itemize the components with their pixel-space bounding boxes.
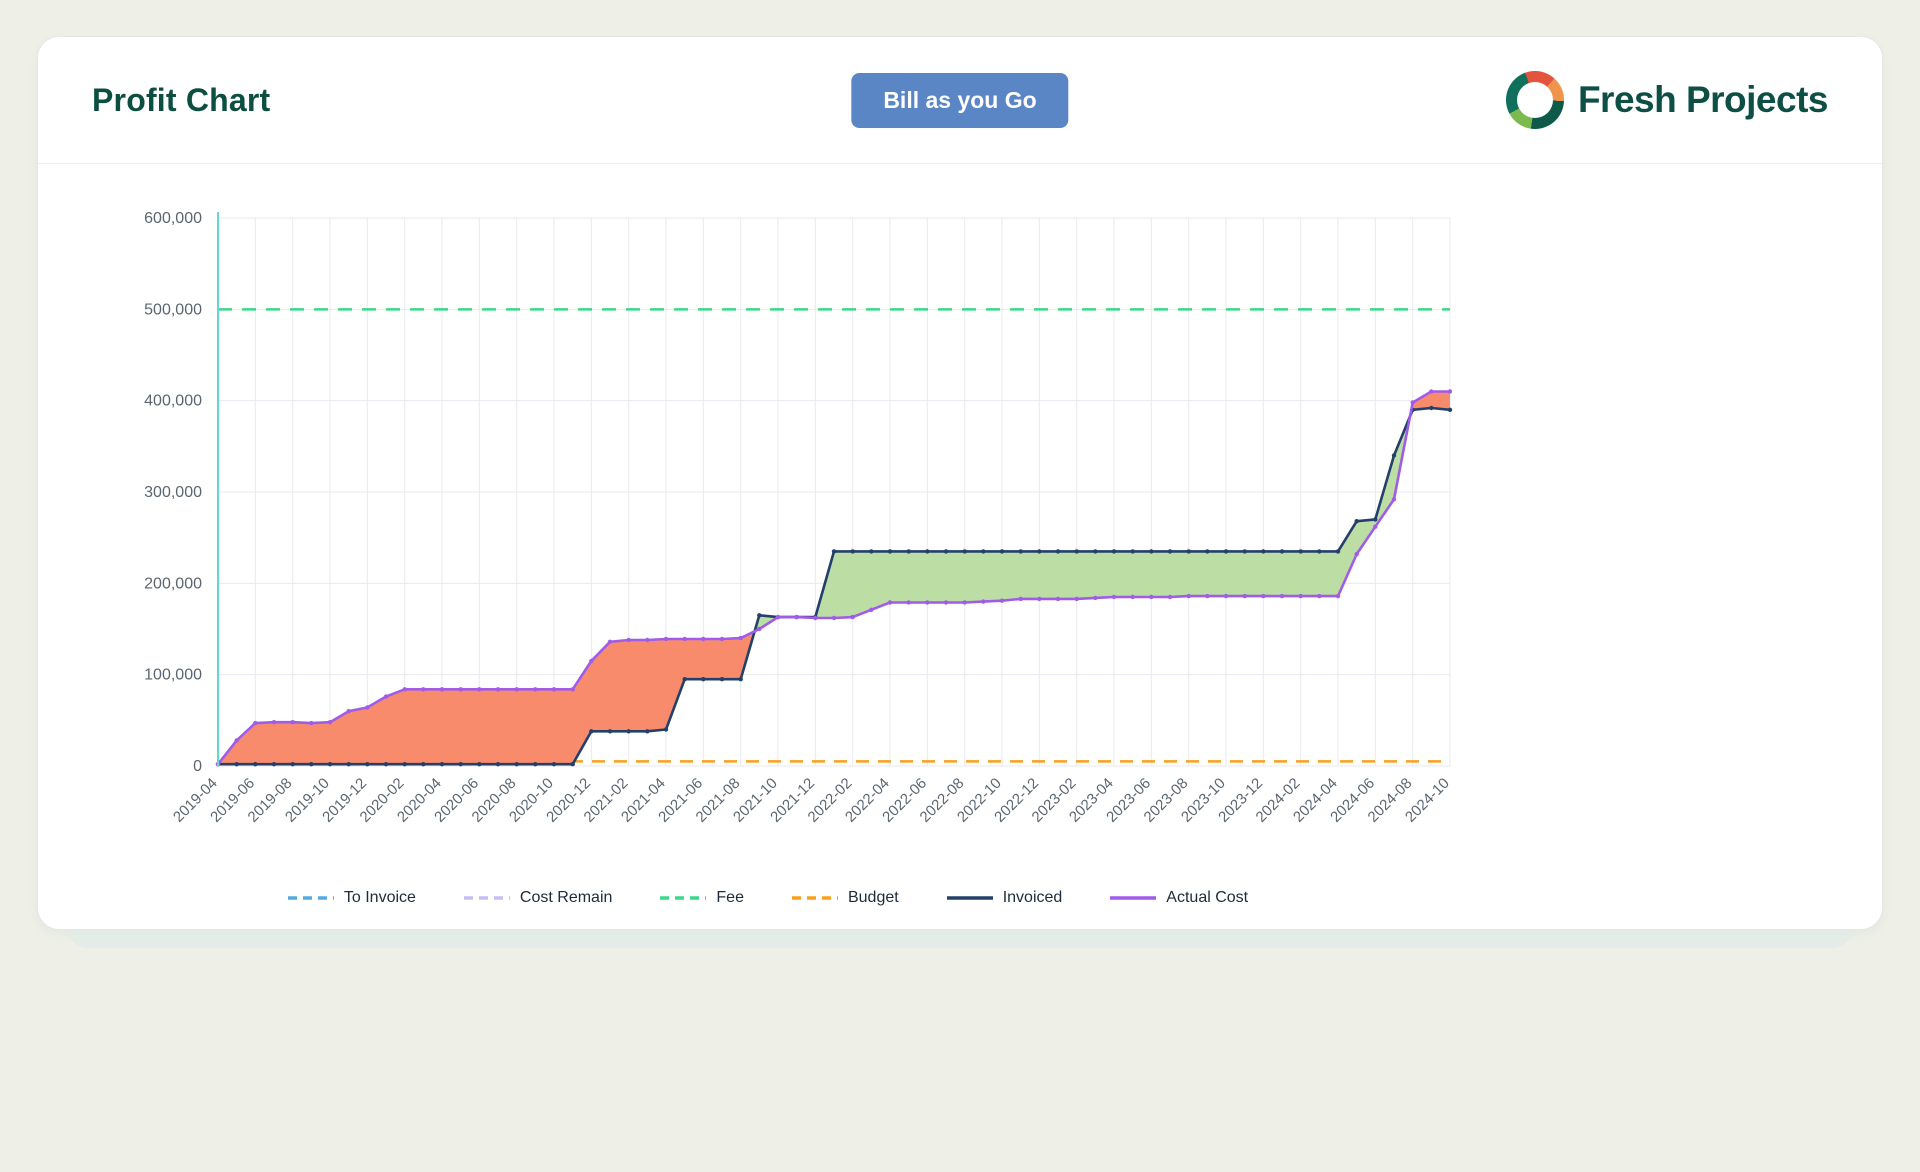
legend-label-actual-cost: Actual Cost (1166, 889, 1249, 906)
legend-item-to-invoice[interactable]: To Invoice (287, 889, 416, 907)
legend-item-budget[interactable]: Budget (791, 889, 899, 907)
svg-text:200,000: 200,000 (144, 575, 202, 592)
svg-text:500,000: 500,000 (144, 301, 202, 318)
legend-swatch-to-invoice-icon (287, 896, 334, 900)
svg-text:100,000: 100,000 (144, 667, 202, 684)
legend-swatch-budget-icon (791, 896, 838, 900)
legend-item-invoiced[interactable]: Invoiced (946, 889, 1063, 907)
legend-label-budget: Budget (847, 889, 899, 906)
legend-swatch-cost-remain-icon (463, 896, 510, 900)
legend-label-cost-remain: Cost Remain (519, 889, 613, 906)
chart-area: 0 100,000 200,000 300,000 400,000 500,000 600,… (38, 164, 1882, 907)
chart-legend: To Invoice Cost Remain Fee Budget Invoiced Ac… (68, 889, 1468, 907)
fresh-projects-logo-icon (1505, 71, 1564, 129)
card-header: Profit Chart Bill as you Go Fresh Projec… (38, 37, 1882, 164)
legend-swatch-actual-cost-icon (1110, 896, 1157, 900)
logo-hole (1516, 82, 1553, 118)
profit-chart-card: Profit Chart Bill as you Go Fresh Projec… (37, 36, 1883, 930)
legend-item-actual-cost[interactable]: Actual Cost (1110, 889, 1248, 907)
page-title: Profit Chart (92, 81, 271, 118)
brand: Fresh Projects (1505, 71, 1829, 129)
svg-text:0: 0 (193, 758, 202, 775)
profit-line-chart: 0 100,000 200,000 300,000 400,000 500,000 600,… (144, 210, 1453, 826)
legend-label-invoiced: Invoiced (1002, 889, 1063, 906)
svg-text:400,000: 400,000 (144, 393, 202, 410)
legend-item-fee[interactable]: Fee (660, 889, 744, 907)
legend-item-cost-remain[interactable]: Cost Remain (463, 889, 613, 907)
svg-text:600,000: 600,000 (144, 210, 202, 227)
legend-label-fee: Fee (716, 889, 744, 906)
svg-text:300,000: 300,000 (144, 484, 202, 501)
brand-name: Fresh Projects (1577, 79, 1829, 120)
legend-label-to-invoice: To Invoice (343, 889, 416, 906)
legend-swatch-invoiced-icon (946, 896, 993, 900)
legend-swatch-fee-icon (660, 896, 707, 900)
bill-as-you-go-button[interactable]: Bill as you Go (851, 72, 1069, 128)
card-bottom-shadow (69, 930, 1851, 948)
